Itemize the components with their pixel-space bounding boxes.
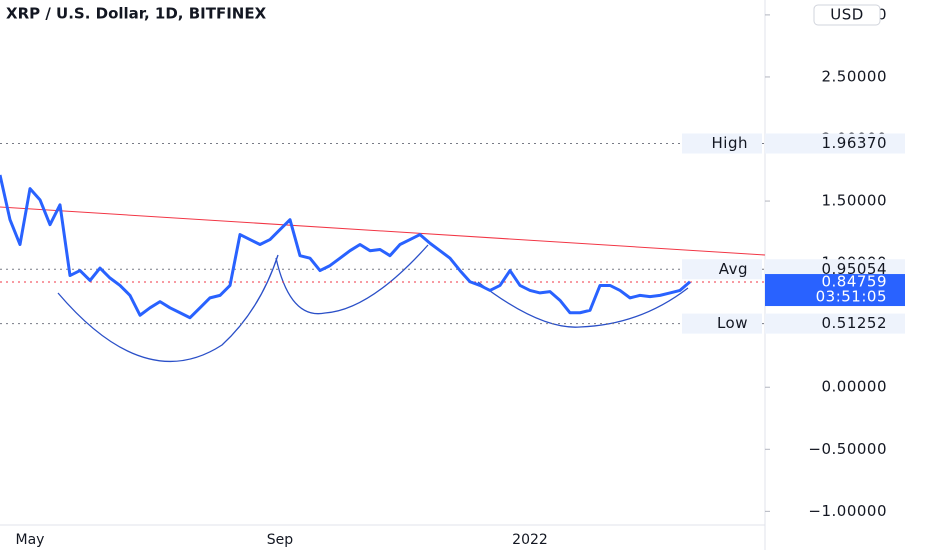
currency-label[interactable]: USD: [830, 6, 864, 24]
time-axis: May Sep 2022: [16, 532, 548, 548]
y-tick-label: 2.50000: [821, 67, 887, 85]
level-name: Avg: [719, 260, 748, 278]
plot: [0, 174, 691, 320]
cup-arc: [275, 244, 429, 315]
countdown: 03:51:05: [816, 288, 887, 306]
y-tick-label: 0.00000: [821, 378, 887, 396]
x-tick-label: Sep: [267, 532, 294, 548]
level-value: 1.96370: [821, 134, 887, 152]
level-value-box: [765, 313, 905, 334]
currency-button[interactable]: [813, 4, 881, 26]
level-name-box: [682, 133, 762, 154]
trend-line: [0, 206, 766, 256]
levels: High 1.96370 Avg 0.95054 Low 0.51252 0.8475903…: [0, 133, 905, 334]
level-value: 0.51252: [821, 314, 887, 332]
last-price-box: [765, 274, 905, 307]
y-tick-label: −1.00000: [808, 502, 887, 520]
y-tick-label: −0.50000: [808, 440, 887, 458]
chart-title: XRP / U.S. Dollar, 1D, BITFINEX: [6, 5, 267, 23]
level-name: High: [712, 134, 748, 152]
last-price: 0.84759: [821, 273, 887, 291]
level-name: Low: [717, 314, 748, 332]
x-tick-label: 2022: [512, 532, 548, 548]
y-tick-label: 1.50000: [821, 192, 887, 210]
price-line: [0, 174, 691, 320]
level-value: 0.95054: [821, 260, 887, 278]
cup-arc: [57, 254, 279, 363]
level-name-box: [682, 259, 762, 280]
cup-arc: [477, 281, 689, 328]
x-tick-label: May: [16, 532, 45, 548]
level-value-box: [765, 133, 905, 154]
level-name-box: [682, 313, 762, 334]
